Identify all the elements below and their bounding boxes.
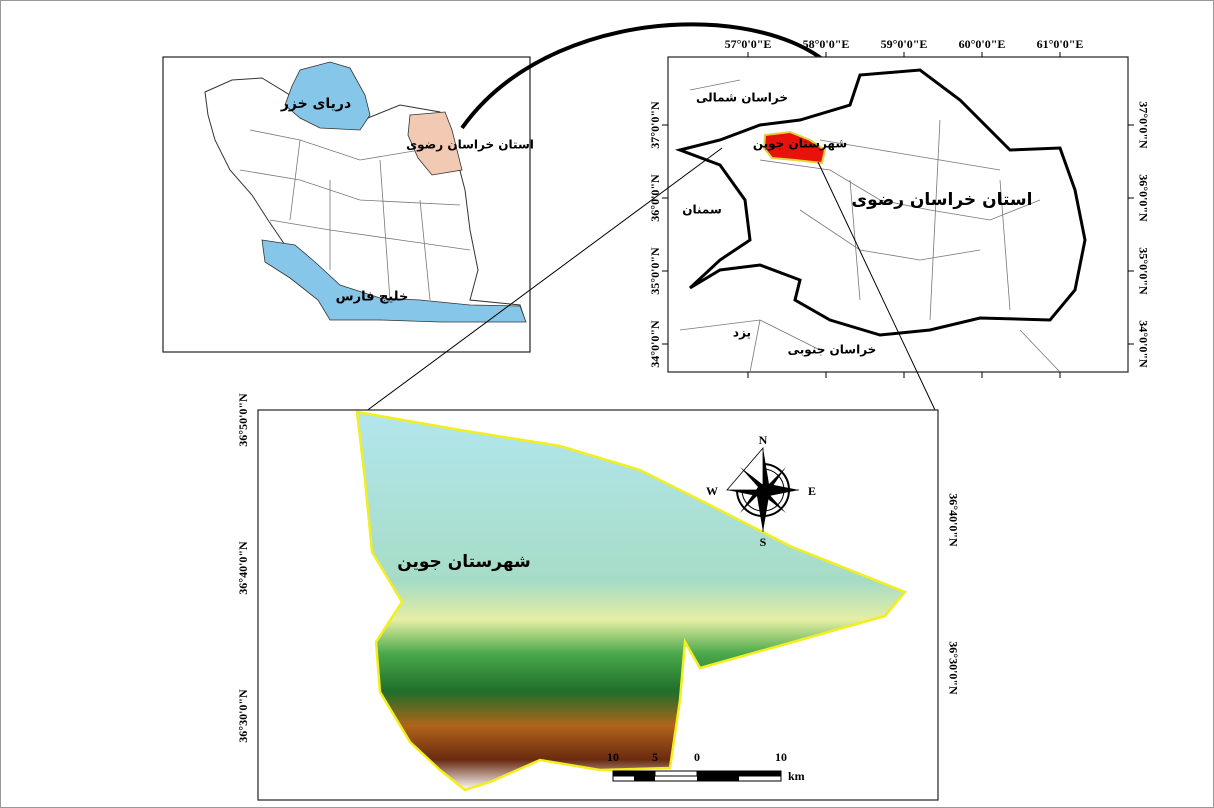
north-arrow: N E S W: [706, 433, 816, 549]
province-label: خراسان شمالی: [696, 91, 788, 105]
longitude-tick: 57°0'0"E: [725, 37, 772, 51]
province-label: یزد: [733, 326, 751, 340]
latitude-tick: 34°0'0"N: [648, 320, 662, 368]
longitude-tick: 58°0'0"E: [803, 37, 850, 51]
latitude-tick: 36°30'0"N: [946, 641, 960, 695]
caspian-sea: [284, 61, 371, 131]
latitude-tick: 36°40'0"N: [236, 541, 250, 595]
longitude-tick: 60°0'0"E: [959, 37, 1006, 51]
longitude-tick: 61°0'0"E: [1037, 37, 1084, 51]
province-label: خراسان جنوبی: [788, 343, 877, 358]
scale-unit: km: [788, 769, 805, 783]
inset-label: استان خراسان رضوی: [406, 138, 534, 153]
scale-label: 5: [652, 750, 658, 764]
jowin-county: [762, 130, 827, 165]
province-map: خراسان شمالی شهرستان جوین سمنان استان خر…: [648, 37, 1150, 378]
compass-label: E: [808, 484, 816, 498]
inset-label: خلیج فارس: [336, 290, 409, 305]
persian-gulf: [261, 239, 527, 323]
zoom-line: [817, 161, 936, 411]
latitude-tick: 35°0'0"N: [648, 247, 662, 295]
province-label: استان خراسان رضوی: [852, 190, 1033, 210]
longitude-tick: 59°0'0"E: [881, 37, 928, 51]
province-label: شهرستان جوین: [753, 137, 847, 152]
latitude-tick: 36°30'0"N: [236, 689, 250, 743]
compass-label: W: [706, 484, 718, 498]
latitude-tick: 34°0'0"N: [1136, 320, 1150, 368]
latitude-tick: 36°40'0"N: [946, 493, 960, 547]
county-label: شهرستان جوین: [397, 552, 531, 572]
khorasan-razavi-outline: [674, 68, 1087, 337]
scale-label: 10: [607, 750, 619, 764]
iran-inset: دریای خزر استان خراسان رضوی خلیج فارس: [162, 56, 534, 353]
zoom-line: [364, 147, 723, 413]
latitude-tick: 36°0'0"N: [1136, 174, 1150, 222]
inset-label: دریای خزر: [280, 96, 351, 112]
compass-label: N: [759, 433, 768, 447]
scale-bar: 10 5 0 10 km: [607, 750, 805, 783]
scale-label: 0: [694, 750, 700, 764]
latitude-tick: 37°0'0"N: [648, 101, 662, 149]
scale-label: 10: [775, 750, 787, 764]
latitude-tick: 37°0'0"N: [1136, 101, 1150, 149]
compass-label: S: [760, 535, 767, 549]
jowin-dem: [355, 410, 908, 792]
latitude-tick: 36°50'0"N: [236, 393, 250, 447]
khorasan-razavi-inset: [407, 111, 463, 176]
study-area-map: شهرستان جوین 36°50'0"N 36°40'0"N 36°30'0"N…: [236, 393, 960, 801]
province-label: سمنان: [682, 203, 722, 217]
latitude-tick: 35°0'0"N: [1136, 247, 1150, 295]
province-borders: [239, 129, 471, 301]
